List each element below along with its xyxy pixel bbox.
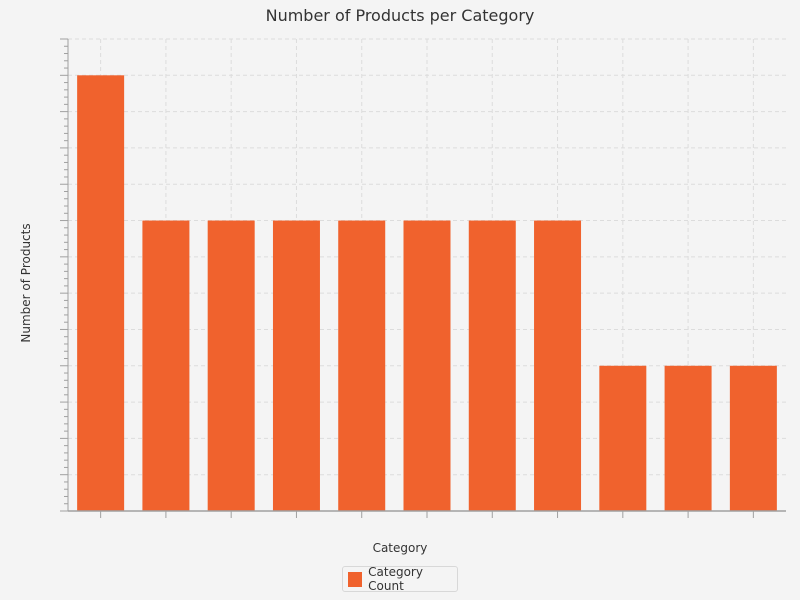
bar — [272, 220, 320, 512]
legend-swatch — [348, 571, 363, 587]
chart-title: Number of Products per Category — [265, 6, 535, 25]
bar — [599, 365, 647, 511]
bar — [142, 220, 190, 512]
bar — [729, 365, 777, 511]
y-axis-label: Number of Products — [19, 223, 33, 343]
legend-label: Category Count — [368, 565, 423, 593]
bar — [207, 220, 255, 512]
bar — [534, 220, 582, 512]
bar — [77, 75, 125, 512]
bar — [338, 220, 386, 512]
legend: Category Count — [342, 565, 458, 593]
bar — [664, 365, 712, 511]
bar — [468, 220, 516, 512]
x-axis-label: Category — [372, 541, 428, 555]
bar — [403, 220, 451, 512]
